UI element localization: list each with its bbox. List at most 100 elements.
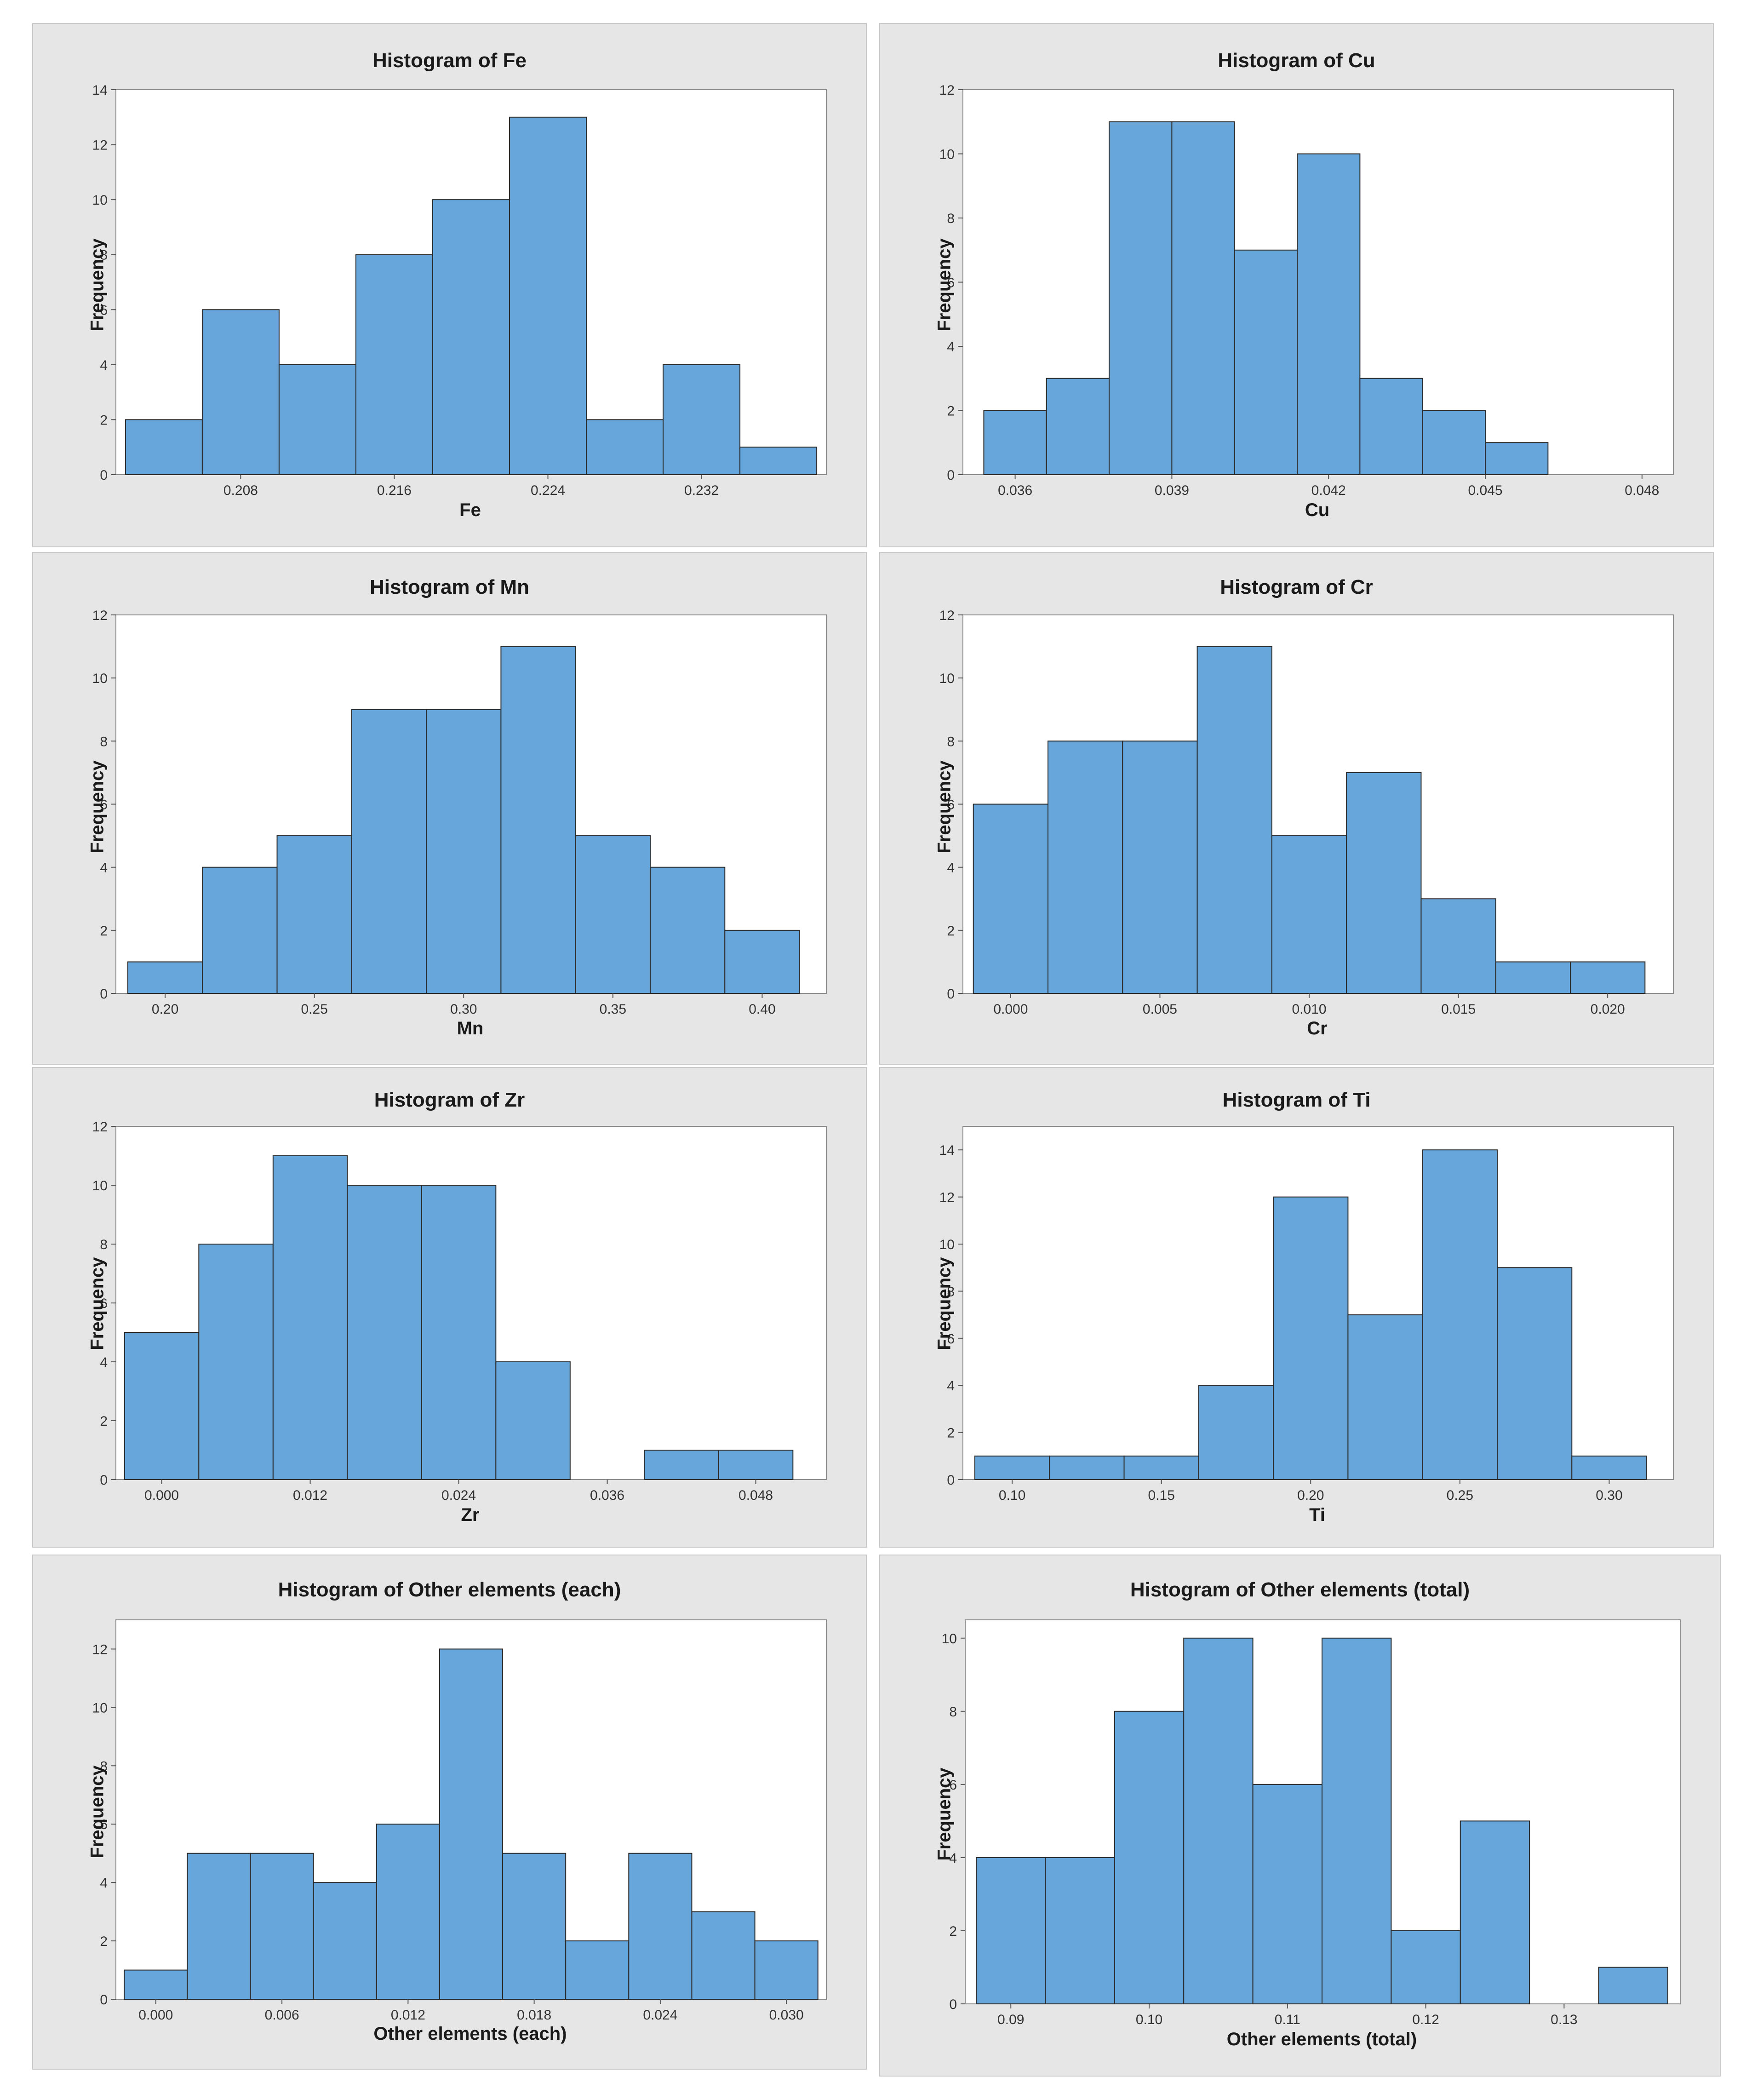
histogram-bar [586, 419, 664, 476]
histogram-bar [198, 1244, 274, 1480]
x-tick-label: 0.10 [999, 1488, 1025, 1503]
y-tick-label: 12 [939, 1190, 955, 1205]
y-tick-label: 10 [92, 1700, 108, 1716]
x-axis-label: Cr [1307, 1018, 1328, 1039]
histogram-fe: 0 2 4 6 8 10 12 14 0.208 0.216 0.224 0.232 [92, 83, 827, 498]
histogram-bar [124, 1332, 200, 1480]
histogram-bar [1321, 1637, 1392, 2004]
y-tick-label: 2 [100, 924, 108, 939]
y-tick-label: 6 [947, 275, 955, 291]
y-tick-label: 10 [939, 1237, 955, 1252]
x-axis-label: Fe [459, 500, 481, 520]
x-axis-label: Mn [457, 1018, 484, 1039]
histogram-bar [1198, 1385, 1274, 1480]
histogram-panel-other-each: Histogram of Other elements (each) 0 2 4 6 8… [32, 1555, 867, 2070]
y-tick-label: 6 [947, 798, 955, 813]
histogram-bar [276, 835, 352, 994]
y-tick-label: 4 [100, 1876, 108, 1891]
y-tick-label: 12 [92, 608, 108, 623]
x-tick-label: 0.020 [1591, 1002, 1625, 1017]
y-axis-label: Frequency [87, 1257, 108, 1350]
chart-title: Histogram of Cu [1218, 49, 1375, 72]
x-tick-label: 0.024 [441, 1488, 476, 1503]
histogram-bar [663, 364, 741, 475]
y-tick-label: 12 [939, 608, 955, 623]
histogram-bar [1123, 1455, 1199, 1480]
y-tick-label: 2 [947, 1426, 955, 1441]
x-tick-label: 0.000 [144, 1488, 179, 1503]
x-tick-label: 0.036 [590, 1488, 624, 1503]
histogram-bar [1122, 740, 1198, 994]
histogram-ti: 0 2 4 6 8 10 12 14 0.10 0.15 0.20 0.25 0.30 [939, 1126, 1674, 1503]
histogram-bar [1391, 1930, 1461, 2005]
x-tick-label: 0.030 [769, 2008, 804, 2023]
x-tick-label: 0.15 [1148, 1488, 1174, 1503]
histogram-bar [439, 1648, 504, 2000]
y-tick-label: 6 [100, 303, 108, 318]
y-tick-label: 2 [100, 1934, 108, 1949]
x-tick-label: 0.005 [1143, 1002, 1177, 1017]
histogram-cu: 0 2 4 6 8 10 12 0.036 0.039 0.042 0.045 0.048 [939, 83, 1674, 498]
x-tick-label: 0.10 [1136, 2012, 1162, 2027]
histogram-bar [500, 646, 576, 994]
x-tick-label: 0.30 [1596, 1488, 1622, 1503]
histogram-bar [1346, 772, 1422, 994]
histogram-bar [575, 835, 651, 994]
x-tick-label: 0.012 [391, 2008, 425, 2023]
histogram-bar [187, 1853, 251, 2000]
x-tick-label: 0.216 [377, 483, 412, 498]
y-tick-label: 6 [949, 1778, 957, 1793]
chart-title: Histogram of Mn [369, 576, 530, 598]
histogram-bar [718, 1450, 794, 1480]
y-tick-label: 0 [100, 1992, 108, 2008]
histogram-bar [1183, 1637, 1254, 2004]
y-tick-label: 4 [949, 1851, 957, 1866]
y-tick-label: 8 [947, 734, 955, 749]
histogram-bar [509, 116, 587, 476]
histogram-bar [754, 1940, 819, 2000]
histogram-panel-mn: Histogram of Mn 0 2 4 6 8 10 12 0.20 0.25 0.30 0.3… [32, 552, 867, 1065]
histogram-bar [1485, 442, 1549, 475]
x-tick-label: 0.232 [684, 483, 719, 498]
histogram-bar [1422, 410, 1486, 475]
y-tick-label: 8 [100, 1759, 108, 1774]
y-tick-label: 0 [947, 1473, 955, 1488]
y-tick-label: 6 [100, 798, 108, 813]
y-tick-label: 0 [947, 987, 955, 1002]
histogram-bar [565, 1940, 630, 2000]
x-tick-label: 0.208 [223, 483, 258, 498]
y-tick-label: 12 [92, 138, 108, 153]
x-tick-label: 0.35 [600, 1002, 626, 1017]
chart-title: Histogram of Cr [1220, 576, 1373, 598]
y-tick-label: 8 [947, 211, 955, 226]
histogram-bar [973, 803, 1049, 994]
histogram-bar [1359, 378, 1423, 475]
x-tick-label: 0.224 [531, 483, 565, 498]
y-tick-label: 4 [100, 358, 108, 373]
y-tick-label: 8 [947, 1284, 955, 1299]
histogram-bar [202, 866, 278, 994]
y-tick-label: 0 [947, 468, 955, 483]
histogram-panel-cr: Histogram of Cr 0 2 4 6 8 10 12 0.000 0.005 0.010… [879, 552, 1714, 1065]
histogram-mn: 0 2 4 6 8 10 12 0.20 0.25 0.30 0.35 0.40 [92, 608, 827, 1017]
x-axis-label: Other elements (each) [373, 2024, 567, 2044]
histogram-bar [1252, 1784, 1322, 2004]
histogram-cr: 0 2 4 6 8 10 12 0.000 0.005 0.010 0.015 0.020 [939, 608, 1674, 1017]
y-tick-label: 6 [100, 1296, 108, 1311]
histogram-bar [1297, 153, 1361, 475]
chart-title: Histogram of Fe [372, 49, 527, 72]
histogram-panel-zr: Histogram of Zr 0 2 4 6 8 10 12 0.000 0.012 0.024… [32, 1067, 867, 1548]
y-tick-label: 12 [92, 1642, 108, 1657]
histogram-bar [347, 1185, 422, 1480]
x-tick-label: 0.13 [1551, 2012, 1577, 2027]
histogram-bar [976, 1857, 1046, 2005]
histogram-bar [1347, 1314, 1423, 1480]
y-tick-label: 10 [92, 1178, 108, 1193]
y-tick-label: 4 [100, 861, 108, 876]
histogram-bar [1273, 1196, 1349, 1480]
histogram-bar [495, 1361, 571, 1480]
x-tick-label: 0.20 [1297, 1488, 1324, 1503]
y-tick-label: 8 [100, 1237, 108, 1252]
histogram-bar [1196, 646, 1272, 994]
histogram-bar [125, 419, 203, 476]
